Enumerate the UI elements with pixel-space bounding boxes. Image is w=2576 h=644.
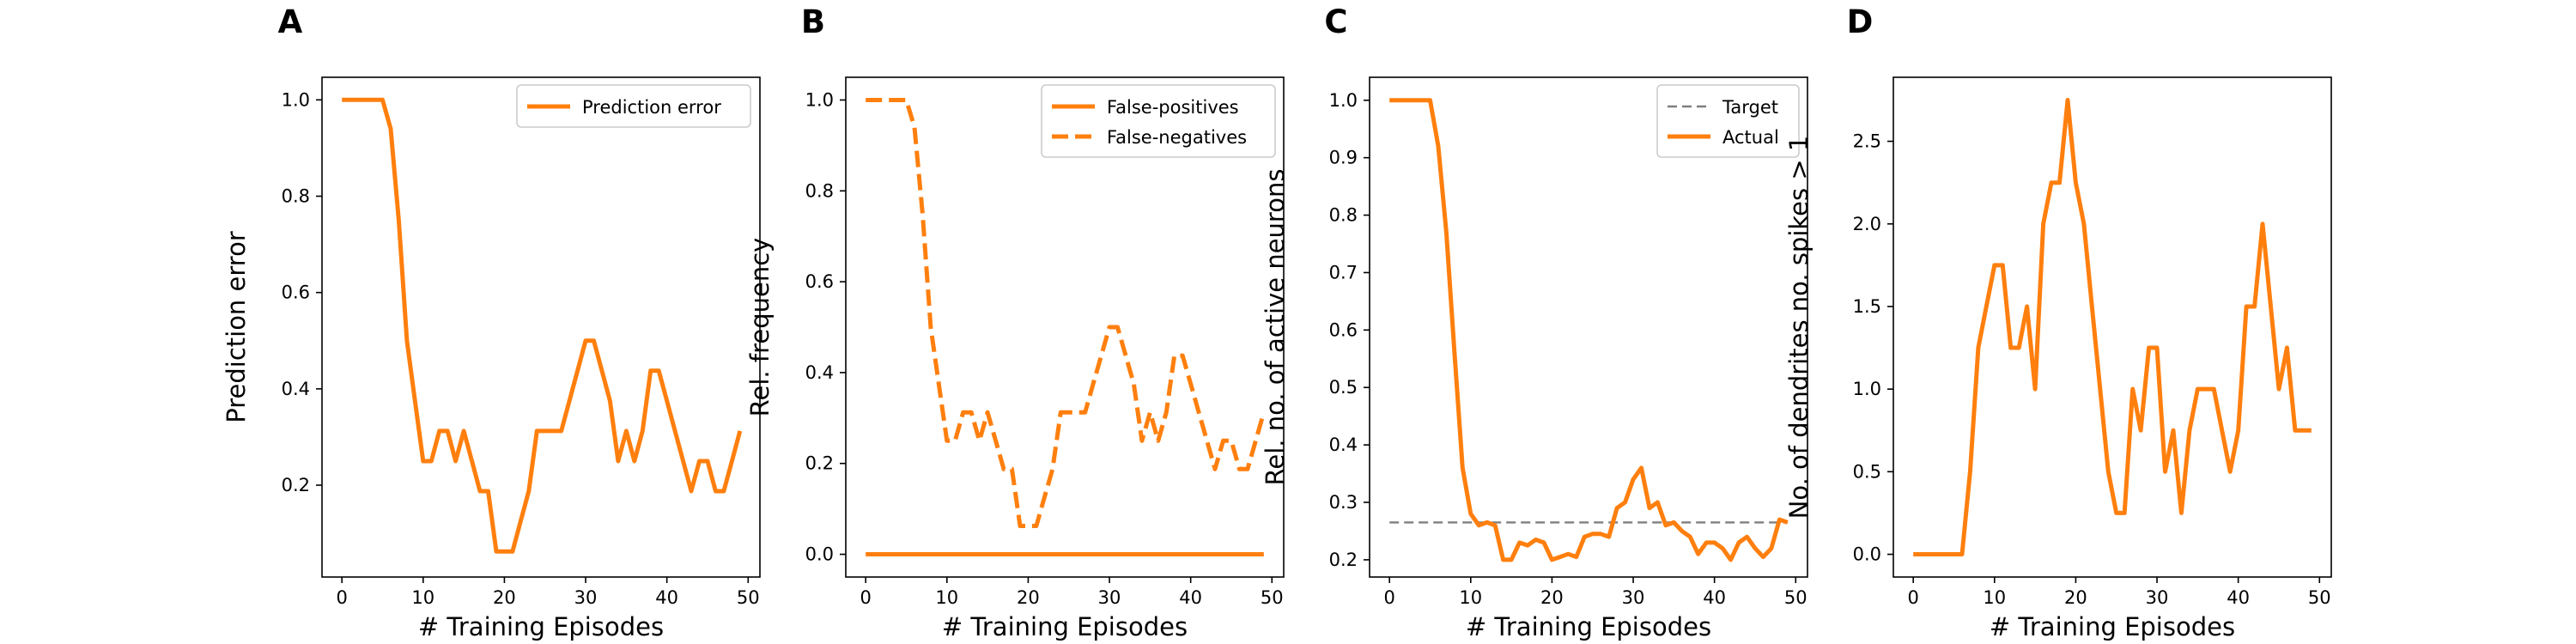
x-axis-label: # Training Episodes xyxy=(418,612,664,641)
y-tick-label: 0.9 xyxy=(1329,148,1358,168)
y-tick-label: 1.5 xyxy=(1853,296,1881,317)
y-tick-label: 0.4 xyxy=(1329,434,1358,455)
legend-box xyxy=(1041,84,1276,158)
x-tick-label: 0 xyxy=(1383,587,1394,608)
x-tick-label: 20 xyxy=(2064,587,2087,608)
y-tick-label: 0.5 xyxy=(1853,461,1881,482)
panel-letter-c: C xyxy=(1324,3,1347,40)
y-tick-label: 0.8 xyxy=(282,185,310,206)
y-tick-label: 1.0 xyxy=(1329,90,1358,111)
x-tick-label: 40 xyxy=(1179,587,1202,608)
legend: Prediction error xyxy=(516,84,751,128)
legend-label: Target xyxy=(1722,97,1778,118)
x-tick-label: 50 xyxy=(2308,587,2331,608)
x-tick-label: 10 xyxy=(935,587,958,608)
y-tick-label: 0.6 xyxy=(805,271,834,292)
legend-label: False-positives xyxy=(1107,97,1239,118)
y-tick-label: 2.0 xyxy=(1853,214,1881,234)
x-tick-label: 40 xyxy=(2227,587,2250,608)
y-axis-label: No. of dendrites no. spikes > 1 xyxy=(1784,136,1814,519)
x-tick-label: 30 xyxy=(1622,587,1645,608)
y-tick-label: 0.8 xyxy=(805,180,834,201)
y-tick-label: 0.0 xyxy=(805,544,834,565)
y-axis-label: Prediction error xyxy=(222,231,251,423)
series-line-actual xyxy=(1389,98,1789,562)
x-tick-label: 10 xyxy=(1983,587,2006,608)
y-tick-label: 0.7 xyxy=(1329,262,1358,283)
legend-label: Prediction error xyxy=(582,97,721,118)
legend: False-positives False-negatives xyxy=(1041,84,1276,158)
x-tick-label: 10 xyxy=(1459,587,1482,608)
x-tick-label: 30 xyxy=(2146,587,2169,608)
x-tick-label: 50 xyxy=(1261,587,1284,608)
x-axis-label: # Training Episodes xyxy=(942,612,1188,641)
x-tick-label: 50 xyxy=(737,587,760,608)
y-tick-label: 0.6 xyxy=(1329,319,1358,340)
x-tick-label: 20 xyxy=(1017,587,1040,608)
y-tick-label: 2.5 xyxy=(1853,131,1881,152)
y-tick-label: 1.0 xyxy=(1853,379,1881,399)
y-tick-label: 0.2 xyxy=(282,475,310,495)
y-tick-label: 0.6 xyxy=(282,283,310,303)
axes-frame xyxy=(845,76,1285,578)
x-tick-label: 20 xyxy=(493,587,516,608)
x-tick-label: 10 xyxy=(411,587,434,608)
y-tick-label: 0.5 xyxy=(1329,377,1358,398)
y-tick-label: 0.8 xyxy=(1329,205,1358,226)
panel-d: D 0 10 20 30 40 50 0.0 0.5 1.0 1.5 2.0 2.5 # Training… xyxy=(1784,3,2332,641)
y-tick-label: 0.2 xyxy=(805,453,834,474)
y-tick-label: 0.2 xyxy=(1329,550,1358,570)
legend-box xyxy=(516,84,751,128)
panel-letter-d: D xyxy=(1847,3,1874,40)
x-tick-label: 40 xyxy=(1703,587,1726,608)
legend-box xyxy=(1656,84,1800,158)
x-tick-label: 30 xyxy=(574,587,598,608)
panel-a: A 0 10 20 30 40 50 0.2 0.4 0.6 0.8 1.0 # Training Ep… xyxy=(222,3,761,641)
axes-frame xyxy=(1893,76,2332,578)
legend: Target Actual xyxy=(1656,84,1800,158)
y-axis-label: Rel. frequency xyxy=(745,238,775,417)
x-axis-label: # Training Episodes xyxy=(1466,612,1711,641)
y-tick-label: 1.0 xyxy=(805,89,834,110)
y-tick-label: 0.4 xyxy=(282,379,310,399)
x-tick-label: 40 xyxy=(655,587,678,608)
series-line-dendrites xyxy=(1913,98,2312,556)
panel-c: C 0 10 20 30 40 50 0.2 0.3 0.4 0.5 0.6 0.7 0.8 0.9 1.0 #… xyxy=(1261,3,1808,641)
series-line-prediction-error xyxy=(342,97,743,554)
x-tick-label: 30 xyxy=(1098,587,1121,608)
panel-letter-a: A xyxy=(278,3,303,40)
legend-label: False-negatives xyxy=(1107,127,1247,148)
x-axis-label: # Training Episodes xyxy=(1990,612,2235,641)
series-line-false-negatives xyxy=(866,98,1267,528)
x-tick-label: 0 xyxy=(1907,587,1918,608)
y-tick-label: 0.4 xyxy=(805,362,834,383)
x-tick-label: 0 xyxy=(336,587,347,608)
x-tick-label: 50 xyxy=(1784,587,1807,608)
y-tick-label: 0.0 xyxy=(1853,544,1881,565)
x-tick-label: 20 xyxy=(1540,587,1564,608)
x-tick-label: 0 xyxy=(860,587,871,608)
panel-b: B 0 10 20 30 40 50 0.0 0.2 0.4 0.6 0.8 1.0 # Training… xyxy=(745,3,1285,641)
panel-letter-b: B xyxy=(801,3,825,40)
legend-label: Actual xyxy=(1722,127,1779,148)
y-axis-label: Rel. no. of active neurons xyxy=(1261,169,1290,486)
axes-frame xyxy=(1369,76,1808,578)
y-tick-label: 1.0 xyxy=(282,89,310,110)
y-tick-label: 0.3 xyxy=(1329,492,1358,513)
axes-frame xyxy=(321,76,761,578)
